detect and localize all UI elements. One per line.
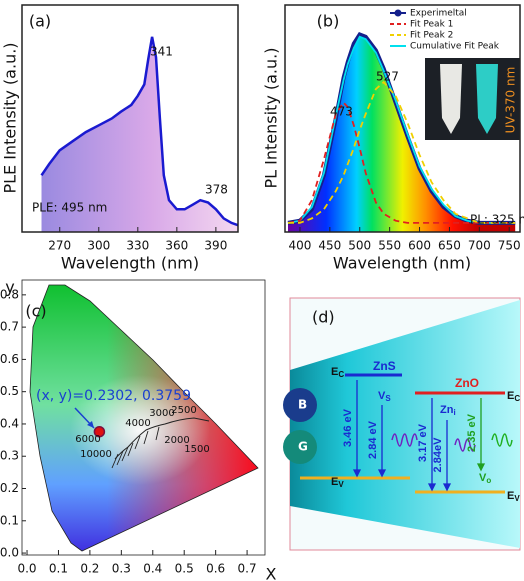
plot-frame bbox=[284, 4, 521, 233]
annotation: 527 bbox=[376, 70, 399, 84]
cct-label: 6000 bbox=[75, 434, 100, 445]
cct-label: 2000 bbox=[164, 435, 189, 446]
area-fill bbox=[41, 36, 238, 232]
material-label: ZnS bbox=[373, 359, 396, 373]
circle-label: G bbox=[298, 440, 308, 454]
level-label: EC bbox=[507, 390, 520, 403]
x-tick-label: 270 bbox=[48, 239, 71, 253]
y-tick-label: 0.6 bbox=[0, 352, 19, 366]
inset-photo bbox=[425, 58, 520, 140]
y-tick-label: 0.7 bbox=[0, 320, 19, 334]
line bbox=[40, 36, 239, 227]
y-tick-label: 0.4 bbox=[0, 416, 19, 430]
cct-label: 2500 bbox=[171, 405, 196, 416]
x-tick-label: 0.3 bbox=[112, 562, 131, 576]
y-tick-label: 0.8 bbox=[0, 287, 19, 301]
energy-label: 2.84eV bbox=[432, 437, 444, 473]
y-tick-label: 0.3 bbox=[0, 449, 19, 463]
y-axis-label: PL Intensity (a.u.) bbox=[262, 48, 281, 189]
x-tick-label: 500 bbox=[348, 239, 371, 253]
band-diagram: B G (d) ZnS ZnO EC EV EC EV 3.46 eV 2.84… bbox=[283, 297, 521, 551]
x-tick-label: 300 bbox=[87, 239, 110, 253]
annotation: (x, y)=0.2302, 0.3759 bbox=[36, 388, 191, 404]
energy-label: 3.17 eV bbox=[417, 423, 429, 462]
x-tick-label: 550 bbox=[378, 239, 401, 253]
plot-frame bbox=[21, 279, 266, 556]
legend-marker bbox=[394, 9, 402, 17]
x-tick-label: 600 bbox=[408, 239, 431, 253]
legend-label: Cumulative Fit Peak bbox=[410, 42, 500, 52]
y-axis-label: PLE Intensity (a.u.) bbox=[1, 42, 20, 193]
x-tick-label: 330 bbox=[126, 239, 149, 253]
point bbox=[93, 425, 106, 438]
y-tick-label: 0.2 bbox=[0, 481, 19, 495]
x-tick-label: 0.4 bbox=[143, 562, 162, 576]
energy-label: 2.84 eV bbox=[367, 420, 379, 459]
cct-label: 1500 bbox=[184, 444, 209, 455]
series-line bbox=[287, 35, 516, 224]
legend-label: Experimeltal bbox=[410, 9, 467, 19]
x-tick-label: 700 bbox=[468, 239, 491, 253]
x-tick-label: 0.2 bbox=[80, 562, 99, 576]
defect-label: Vo bbox=[479, 472, 491, 485]
series-line bbox=[287, 101, 516, 224]
circle-label: B bbox=[298, 398, 307, 412]
legend-label: Fit Peak 1 bbox=[410, 20, 453, 30]
x-axis-label: X bbox=[266, 565, 277, 581]
annotation: UV-370 nm bbox=[504, 67, 518, 134]
panel-label: (a) bbox=[29, 12, 51, 31]
x-tick-label: 750 bbox=[498, 239, 521, 253]
y-tick-label: 0.1 bbox=[0, 513, 19, 527]
x-tick-label: 400 bbox=[288, 239, 311, 253]
cct-label: 3000 bbox=[149, 408, 174, 419]
defect-label: Zni bbox=[440, 404, 456, 417]
annotation: PL: 325 nm bbox=[470, 213, 524, 227]
arrows bbox=[352, 380, 452, 492]
x-tick-label: 390 bbox=[204, 239, 227, 253]
legend-label: Fit Peak 2 bbox=[410, 31, 453, 41]
cct-label: 4000 bbox=[125, 418, 150, 429]
x-tick-label: 650 bbox=[438, 239, 461, 253]
panel-label: (b) bbox=[317, 12, 340, 31]
panel-label: (c) bbox=[25, 302, 46, 321]
annotation: PLE: 495 nm bbox=[32, 201, 107, 215]
x-axis-label: Wavelength (nm) bbox=[333, 254, 471, 273]
energy-label: 2.35 eV bbox=[466, 413, 478, 452]
material-label: ZnO bbox=[455, 376, 479, 390]
spectrum-fill bbox=[287, 34, 516, 232]
level-label: EC bbox=[331, 366, 344, 379]
level-label: EV bbox=[507, 490, 520, 503]
x-tick-label: 360 bbox=[165, 239, 188, 253]
cct-label: 10000 bbox=[80, 449, 112, 460]
y-tick-label: 0.0 bbox=[0, 546, 19, 560]
annotation: 341 bbox=[150, 45, 173, 59]
x-tick-label: 0.7 bbox=[238, 562, 257, 576]
x-tick-label: 0.6 bbox=[206, 562, 225, 576]
plot-frame bbox=[21, 4, 239, 233]
annotation: 378 bbox=[205, 183, 228, 197]
x-tick-label: 0.0 bbox=[17, 562, 36, 576]
defect-label: VS bbox=[378, 390, 391, 403]
x-tick-label: 0.1 bbox=[49, 562, 68, 576]
y-axis-label: y bbox=[5, 278, 14, 297]
level-label: EV bbox=[331, 476, 344, 489]
x-axis-label: Wavelength (nm) bbox=[61, 254, 199, 273]
panel-label: (d) bbox=[312, 308, 335, 327]
energy-label: 3.46 eV bbox=[342, 408, 354, 447]
y-tick-label: 0.5 bbox=[0, 384, 19, 398]
series-line bbox=[288, 80, 516, 224]
annotation: 473 bbox=[330, 105, 353, 119]
x-tick-label: 450 bbox=[318, 239, 341, 253]
x-tick-label: 0.5 bbox=[175, 562, 194, 576]
